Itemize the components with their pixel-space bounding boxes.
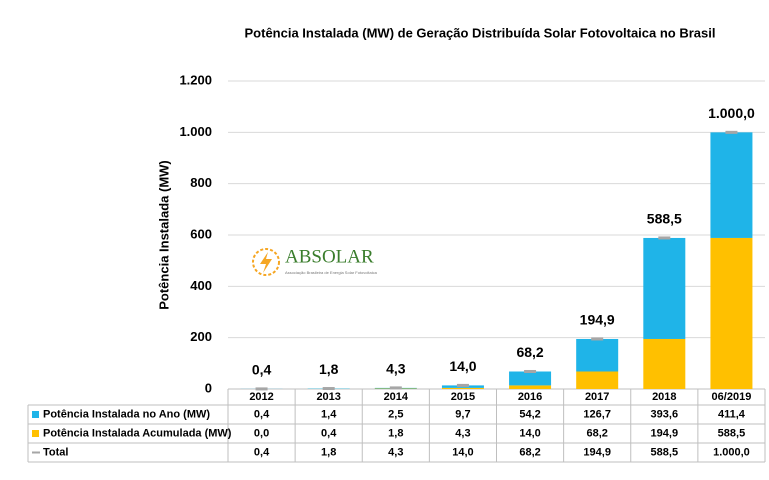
table-cell: 0,4	[254, 446, 270, 458]
table-cell: 194,9	[651, 427, 679, 439]
table-cell: 1,8	[321, 446, 336, 458]
y-axis-label: Potência Instalada (MW)	[156, 160, 171, 310]
legend-label: Total	[43, 446, 68, 458]
table-cell: 14,0	[452, 446, 473, 458]
bar-segment	[441, 387, 484, 389]
data-label: 588,5	[647, 211, 682, 227]
y-tick-label: 1.000	[179, 124, 212, 139]
y-tick-label: 1.200	[179, 72, 212, 87]
y-tick-label: 800	[190, 175, 212, 190]
x-tick-label: 2013	[316, 391, 340, 403]
data-label: 194,9	[580, 312, 615, 328]
table-cell: 411,4	[718, 408, 746, 420]
total-marker	[591, 337, 604, 341]
x-tick-label: 06/2019	[712, 391, 752, 403]
legend-label: Potência Instalada Acumulada (MW)	[43, 427, 232, 439]
table-cell: 54,2	[519, 408, 540, 420]
table-cell: 14,0	[519, 427, 540, 439]
data-label: 4,3	[386, 361, 406, 377]
y-tick-label: 0	[205, 380, 212, 395]
x-tick-label: 2017	[585, 391, 609, 403]
logo: ABSOLAR Associação Brasileira de Energia…	[252, 246, 378, 276]
table-cell: 588,5	[718, 427, 746, 439]
legend-label: Potência Instalada no Ano (MW)	[43, 408, 210, 420]
table-cell: 0,4	[321, 427, 337, 439]
y-tick-label: 400	[190, 278, 212, 293]
bar-segment	[710, 237, 753, 389]
x-tick-label: 2016	[518, 391, 542, 403]
table-cell: 68,2	[519, 446, 540, 458]
bar-segment	[509, 385, 552, 389]
table-cell: 1.000,0	[713, 446, 750, 458]
data-label: 0,4	[252, 362, 272, 378]
bar-segment	[643, 237, 686, 339]
x-tick-label: 2014	[384, 391, 409, 403]
table-cell: 2,5	[388, 408, 403, 420]
legend-key	[32, 430, 39, 437]
table-cell: 68,2	[586, 427, 607, 439]
table-cell: 126,7	[583, 408, 611, 420]
chart-title: Potência Instalada (MW) de Geração Distr…	[245, 25, 716, 40]
bar-segment	[509, 371, 552, 386]
logo-tagline: Associação Brasileira de Energia Solar F…	[285, 270, 378, 275]
table-cell: 194,9	[583, 446, 611, 458]
x-tick-label: 2018	[652, 391, 676, 403]
bar-segment	[710, 132, 753, 238]
y-tick-label: 600	[190, 226, 212, 241]
total-marker	[456, 383, 469, 387]
data-label: 68,2	[516, 344, 543, 360]
table-cell: 0,4	[254, 408, 270, 420]
total-marker	[725, 130, 738, 134]
logo-icon	[252, 248, 280, 276]
table-cell: 4,3	[388, 446, 403, 458]
data-label: 1.000,0	[708, 105, 755, 121]
table-cell: 9,7	[455, 408, 470, 420]
table-cell: 1,8	[388, 427, 403, 439]
x-tick-label: 2012	[249, 391, 273, 403]
table-cell: 4,3	[455, 427, 470, 439]
bar-segment	[576, 371, 619, 389]
data-label: 1,8	[319, 361, 339, 377]
bar-segment	[643, 338, 686, 389]
table-cell: 1,4	[321, 408, 337, 420]
table-cell: 393,6	[651, 408, 679, 420]
total-marker	[658, 236, 671, 240]
table-cell: 588,5	[651, 446, 679, 458]
total-marker	[255, 387, 268, 391]
table-cell: 0,0	[254, 427, 269, 439]
data-label: 14,0	[449, 358, 476, 374]
bar-segment	[576, 338, 619, 372]
x-tick-label: 2015	[451, 391, 475, 403]
total-marker	[389, 386, 402, 390]
total-marker	[322, 387, 335, 391]
total-marker	[524, 369, 537, 373]
logo-name: ABSOLAR	[285, 246, 374, 267]
y-tick-label: 200	[190, 329, 212, 344]
legend-key	[32, 411, 39, 418]
logo-bolt	[260, 252, 272, 273]
